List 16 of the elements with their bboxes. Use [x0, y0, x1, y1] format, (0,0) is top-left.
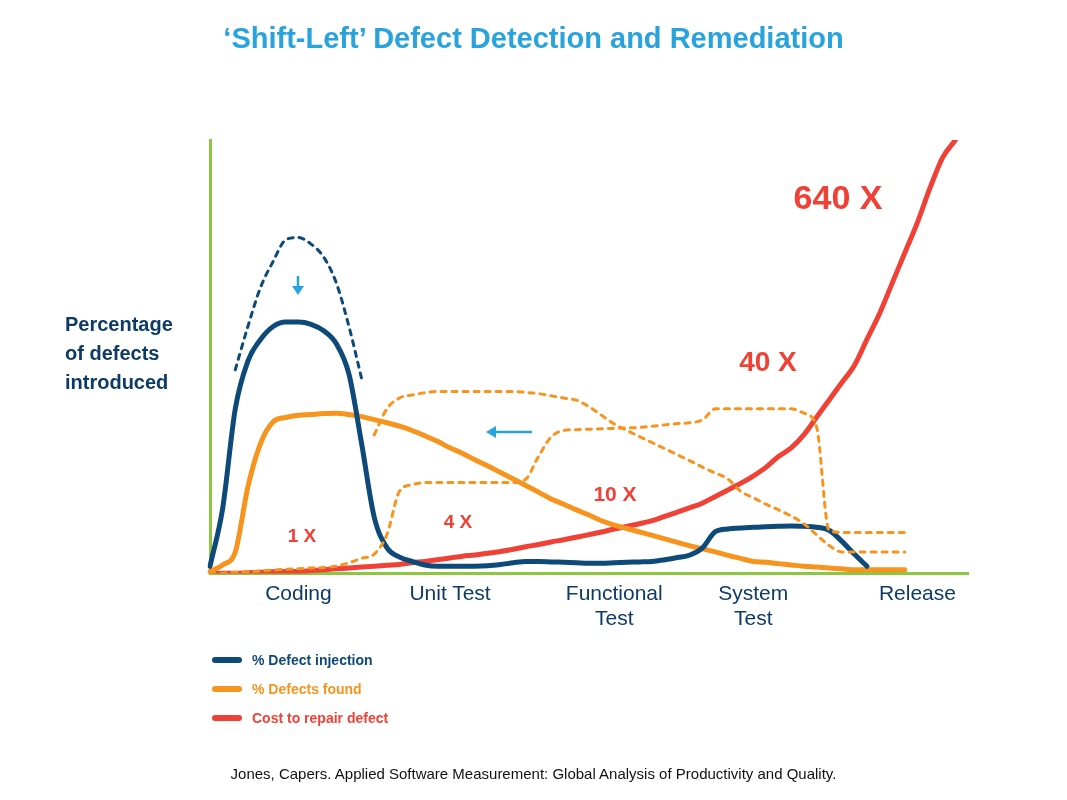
- annotation: 640 X: [792, 176, 884, 218]
- annotation: 40 X: [738, 345, 798, 379]
- x-tick-label: Release: [878, 581, 956, 604]
- annotation: 4 X: [442, 510, 474, 534]
- x-tick-label: Functional Test: [565, 581, 663, 630]
- legend-label: % Defect injection: [252, 651, 373, 668]
- x-tick-label: Unit Test: [409, 581, 491, 604]
- x-tick-label: System Test: [718, 581, 789, 630]
- annotation: 1 X: [286, 524, 318, 548]
- x-tick-label: Coding: [265, 581, 332, 604]
- legend-label: Cost to repair defect: [252, 709, 389, 726]
- text: Jones, Capers. Applied Software Measurement: Global Analysis of Productivity and Quality.: [229, 765, 838, 782]
- annotation: 10 X: [592, 481, 638, 507]
- y-axis-title: Percentage of defects introduced: [65, 312, 174, 395]
- chart-title: ‘Shift-Left’ Defect Detection and Remediation: [222, 22, 845, 55]
- legend-label: % Defects found: [252, 680, 362, 697]
